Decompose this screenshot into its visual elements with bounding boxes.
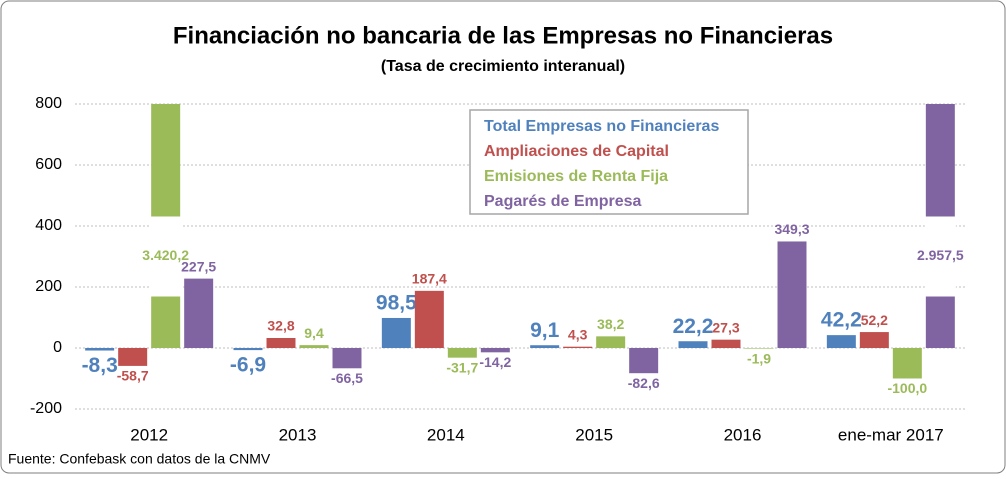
- value-label: 27,3: [712, 319, 739, 335]
- value-label: 187,4: [412, 271, 447, 287]
- bar: [826, 335, 856, 348]
- bar: [414, 290, 444, 348]
- bar: [118, 348, 148, 366]
- bar: [299, 345, 329, 348]
- value-label: 52,2: [861, 312, 888, 328]
- x-tick-label: 2012: [130, 425, 168, 444]
- y-tick-label: 800: [35, 95, 62, 112]
- y-tick-label: 200: [35, 278, 62, 295]
- bar: [678, 341, 708, 348]
- bar: [447, 348, 477, 358]
- bar: [777, 241, 807, 348]
- value-label: 9,4: [304, 325, 324, 341]
- x-tick-label: 2014: [427, 425, 465, 444]
- value-label: 3.420,2: [142, 247, 189, 263]
- legend-box: [469, 109, 749, 215]
- x-tick-label: 2013: [279, 425, 317, 444]
- value-label: -14,2: [479, 354, 511, 370]
- value-label: 227,5: [181, 258, 216, 274]
- value-label: 4,3: [568, 326, 588, 342]
- value-label: -31,7: [446, 359, 478, 375]
- source: Fuente: Confebask con datos de la CNMV: [8, 451, 271, 467]
- bar: [266, 337, 296, 348]
- value-label: -66,5: [331, 370, 363, 386]
- x-tick-label: 2015: [575, 425, 613, 444]
- bar: [629, 348, 659, 374]
- label-gap: [150, 216, 182, 297]
- bar: [85, 348, 115, 351]
- value-label: 98,5: [376, 292, 417, 315]
- bar: [381, 317, 411, 348]
- legend-entry: Total Empresas no Financieras: [484, 118, 719, 135]
- y-tick-label: -200: [30, 400, 62, 417]
- value-label: -82,6: [628, 375, 660, 391]
- value-label: 9,1: [530, 319, 560, 342]
- bar: [332, 348, 362, 369]
- y-tick-label: 600: [35, 156, 62, 173]
- legend-entry: Ampliaciones de Capital: [484, 143, 669, 160]
- bar: [233, 348, 263, 351]
- value-label: -1,9: [747, 350, 771, 366]
- y-tick-label: 400: [35, 217, 62, 234]
- value-label: -58,7: [117, 368, 149, 384]
- value-label: 38,2: [597, 316, 624, 332]
- x-tick-label: 2016: [724, 425, 762, 444]
- value-label: 22,2: [673, 315, 714, 338]
- label-gap: [924, 216, 956, 297]
- bar: [892, 348, 922, 379]
- legend-entry: Pagarés de Empresa: [484, 193, 642, 210]
- value-label: 2.957,5: [917, 247, 964, 263]
- bar: [563, 346, 593, 348]
- value-label: -8,3: [82, 354, 118, 377]
- value-label: 349,3: [774, 221, 809, 237]
- chart-subtitle: (Tasa de crecimiento interanual): [381, 58, 625, 75]
- bar: [480, 348, 510, 353]
- bar: [744, 348, 774, 349]
- value-label: -6,9: [230, 354, 266, 377]
- bar: [711, 339, 741, 348]
- bar: [184, 278, 214, 348]
- value-label: 32,8: [267, 318, 294, 334]
- bar: [530, 345, 560, 348]
- x-tick-label: ene-mar 2017: [838, 425, 944, 444]
- chart-title: Financiación no bancaria de las Empresas…: [173, 22, 833, 49]
- y-tick-label: 0: [53, 339, 62, 356]
- legend-entry: Emisiones de Renta Fija: [484, 168, 668, 185]
- value-label: -100,0: [887, 380, 927, 396]
- bar: [596, 336, 626, 348]
- bar: [859, 332, 889, 348]
- legend: Total Empresas no Financieras Ampliacione…: [469, 109, 749, 215]
- value-label: 42,2: [821, 309, 862, 332]
